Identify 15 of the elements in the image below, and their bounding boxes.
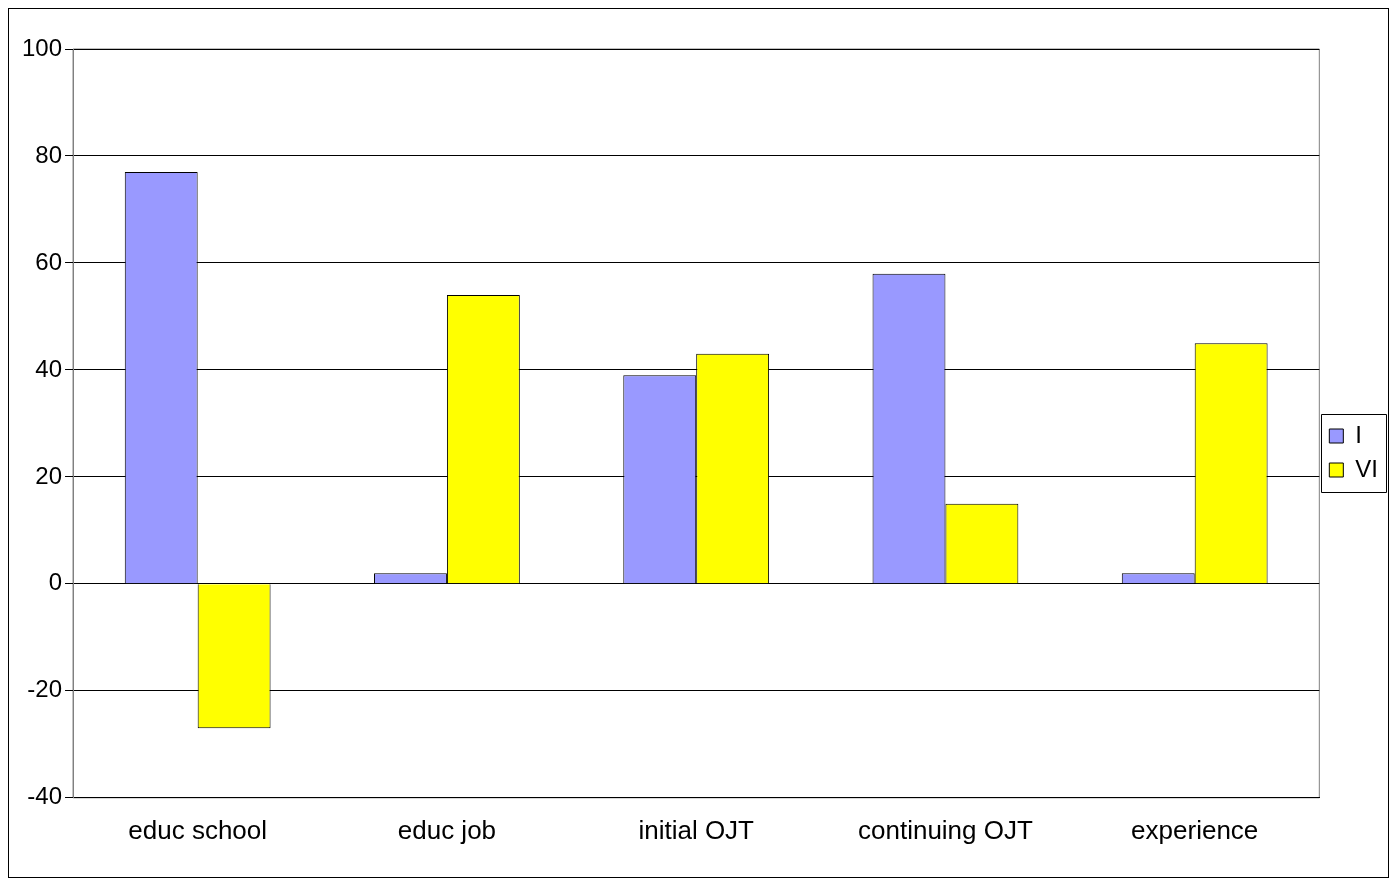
legend-label: VI [1355,454,1379,482]
y-tick-label: 20 [35,461,63,489]
x-tick-label: initial OJT [638,814,755,845]
y-tick-label: 60 [35,247,63,275]
y-tick-label: 80 [35,140,63,168]
x-tick-label: experience [1131,814,1259,845]
y-tick-label: -40 [27,782,63,810]
y-tick-label: 0 [48,568,63,596]
y-tick-label: 100 [22,33,63,61]
y-tick-label: 40 [35,354,63,382]
legend-label: I [1355,420,1362,448]
x-tick-label: educ school [128,814,268,845]
y-tick-label: -20 [27,675,63,703]
x-tick-label: continuing OJT [858,814,1033,845]
x-tick-label: educ job [397,814,497,845]
